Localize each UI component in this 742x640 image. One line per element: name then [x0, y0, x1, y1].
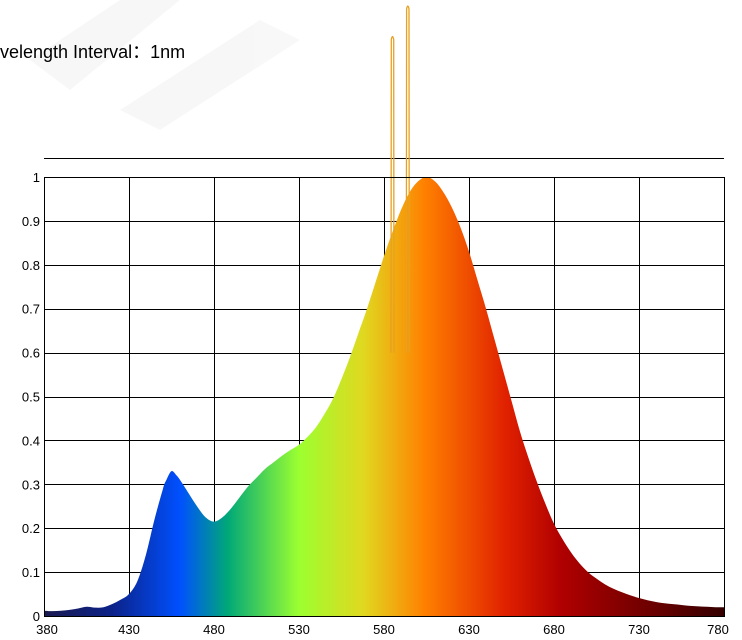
y-tick-label: 0.3 [22, 477, 40, 492]
x-tick-label: 730 [628, 622, 650, 637]
y-tick-label: 0.9 [22, 214, 40, 229]
x-tick-label: 480 [203, 622, 225, 637]
x-tick-label: 680 [543, 622, 565, 637]
y-tick-label: 0.2 [22, 521, 40, 536]
y-tick-label: 0.7 [22, 302, 40, 317]
plot-frame [44, 177, 725, 617]
y-tick-label: 0.4 [22, 433, 40, 448]
watermark [30, 0, 300, 130]
x-tick-label: 580 [373, 622, 395, 637]
x-tick-label: 780 [707, 622, 729, 637]
x-tick-label: 630 [458, 622, 480, 637]
emission-lines [390, 5, 410, 353]
wavelength-interval-label: velength Interval：1nm [0, 42, 185, 62]
emission-line [390, 35, 395, 353]
x-tick-label: 530 [288, 622, 310, 637]
y-tick-label: 0.1 [22, 565, 40, 580]
y-tick-label: 0.6 [22, 346, 40, 361]
x-tick-label: 380 [36, 622, 58, 637]
x-tick-label: 430 [118, 622, 140, 637]
y-tick-label: 0.8 [22, 258, 40, 273]
y-axis-ticks: 0 0.1 0.2 0.3 0.4 0.5 0.6 0.7 0.8 0.9 1 [22, 170, 40, 624]
emission-line [405, 5, 410, 353]
y-tick-label: 1 [33, 170, 40, 185]
spectrum-area [44, 177, 724, 616]
y-tick-label: 0 [33, 609, 40, 624]
x-axis-ticks: 380 430 480 530 580 630 680 730 780 [36, 622, 729, 637]
y-tick-label: 0.5 [22, 390, 40, 405]
